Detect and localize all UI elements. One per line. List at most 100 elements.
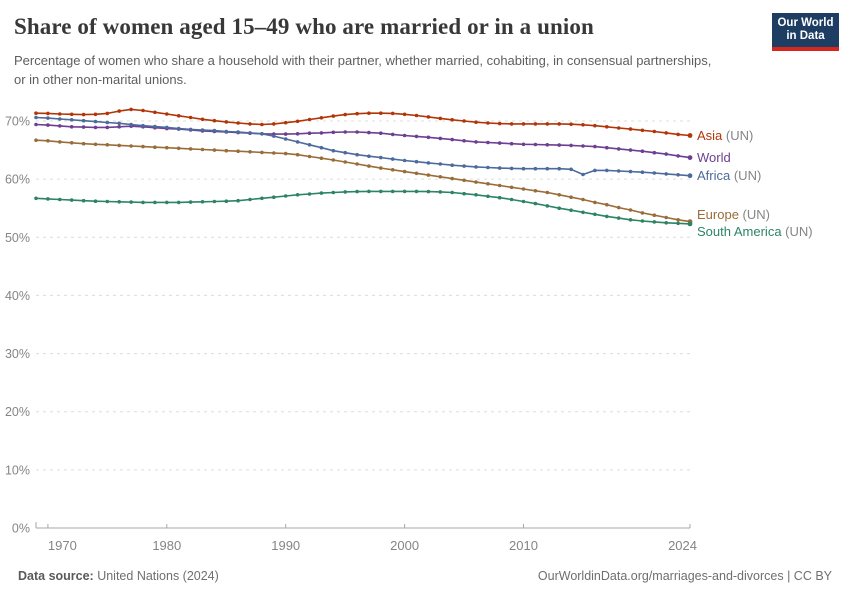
data-point[interactable]: [129, 107, 133, 112]
data-point[interactable]: [224, 129, 229, 134]
data-point[interactable]: [462, 164, 466, 168]
data-point[interactable]: [628, 169, 633, 174]
data-point[interactable]: [176, 126, 181, 131]
data-point[interactable]: [687, 133, 693, 138]
data-point[interactable]: [533, 142, 538, 147]
data-point[interactable]: [474, 165, 478, 169]
data-point[interactable]: [236, 149, 240, 153]
data-point[interactable]: [581, 123, 585, 127]
data-point[interactable]: [319, 145, 324, 150]
footer-citation[interactable]: OurWorldinData.org/marriages-and-divorce…: [537, 569, 832, 583]
data-point[interactable]: [188, 115, 193, 120]
data-point[interactable]: [379, 111, 383, 115]
data-point[interactable]: [652, 220, 657, 224]
data-point[interactable]: [34, 138, 38, 142]
data-point[interactable]: [307, 154, 312, 159]
data-point[interactable]: [462, 178, 466, 183]
data-point[interactable]: [343, 112, 348, 117]
data-point[interactable]: [105, 199, 110, 204]
data-point[interactable]: [355, 111, 359, 116]
data-point[interactable]: [676, 218, 680, 222]
data-point[interactable]: [176, 114, 181, 118]
data-point[interactable]: [93, 125, 98, 130]
data-point[interactable]: [640, 149, 645, 153]
data-point[interactable]: [640, 219, 645, 223]
data-point[interactable]: [355, 152, 359, 157]
data-point[interactable]: [307, 131, 312, 135]
data-point[interactable]: [260, 122, 264, 127]
data-point[interactable]: [402, 133, 407, 138]
data-point[interactable]: [188, 200, 193, 204]
series-europe-un[interactable]: [34, 138, 693, 225]
data-point[interactable]: [224, 199, 229, 203]
data-point[interactable]: [664, 215, 668, 220]
data-point[interactable]: [117, 125, 121, 129]
data-point[interactable]: [664, 172, 668, 176]
data-point[interactable]: [69, 141, 74, 145]
data-point[interactable]: [426, 135, 431, 140]
data-point[interactable]: [260, 132, 264, 136]
data-point[interactable]: [390, 111, 395, 116]
data-point[interactable]: [616, 147, 621, 151]
data-point[interactable]: [93, 119, 98, 124]
data-point[interactable]: [69, 112, 74, 117]
data-point[interactable]: [355, 189, 359, 194]
data-point[interactable]: [462, 191, 466, 196]
data-point[interactable]: [343, 190, 348, 194]
data-point[interactable]: [521, 142, 526, 147]
data-point[interactable]: [153, 124, 157, 129]
data-point[interactable]: [46, 123, 50, 127]
line-world[interactable]: [35, 123, 691, 159]
series-asia-un[interactable]: [34, 107, 693, 138]
data-point[interactable]: [81, 141, 86, 146]
data-point[interactable]: [283, 194, 288, 198]
data-point[interactable]: [295, 193, 300, 197]
data-point[interactable]: [450, 163, 455, 167]
data-point[interactable]: [248, 150, 252, 154]
data-point[interactable]: [58, 140, 62, 144]
data-point[interactable]: [176, 200, 181, 205]
data-point[interactable]: [295, 140, 300, 144]
data-point[interactable]: [605, 168, 609, 173]
data-point[interactable]: [581, 172, 585, 177]
data-point[interactable]: [402, 189, 407, 194]
data-point[interactable]: [379, 155, 383, 160]
data-point[interactable]: [593, 200, 597, 205]
data-point[interactable]: [153, 110, 157, 115]
data-point[interactable]: [628, 218, 633, 222]
data-point[interactable]: [521, 122, 526, 126]
data-point[interactable]: [569, 167, 573, 172]
data-point[interactable]: [414, 159, 419, 164]
data-point[interactable]: [200, 117, 205, 122]
data-point[interactable]: [69, 118, 74, 122]
legend-label-asia-un[interactable]: Asia (UN): [697, 128, 753, 143]
data-point[interactable]: [652, 129, 657, 134]
data-point[interactable]: [34, 122, 38, 127]
data-point[interactable]: [414, 171, 419, 176]
data-point[interactable]: [367, 164, 371, 168]
data-point[interactable]: [628, 127, 633, 131]
data-point[interactable]: [307, 117, 312, 122]
data-point[interactable]: [414, 113, 419, 118]
data-point[interactable]: [450, 176, 455, 181]
data-point[interactable]: [58, 117, 62, 121]
data-point[interactable]: [272, 134, 276, 138]
data-point[interactable]: [545, 204, 550, 208]
data-point[interactable]: [557, 122, 561, 126]
data-point[interactable]: [295, 152, 300, 157]
data-point[interactable]: [474, 193, 478, 197]
data-point[interactable]: [58, 112, 62, 116]
data-point[interactable]: [331, 114, 336, 118]
data-point[interactable]: [474, 180, 478, 184]
data-point[interactable]: [497, 141, 502, 145]
data-point[interactable]: [462, 119, 466, 123]
data-point[interactable]: [581, 197, 585, 202]
data-point[interactable]: [486, 140, 490, 145]
data-point[interactable]: [414, 189, 419, 194]
data-point[interactable]: [224, 120, 229, 124]
data-point[interactable]: [628, 208, 633, 212]
data-point[interactable]: [676, 173, 680, 177]
series-africa-un[interactable]: [34, 115, 693, 179]
data-point[interactable]: [141, 123, 145, 128]
data-point[interactable]: [687, 155, 693, 161]
